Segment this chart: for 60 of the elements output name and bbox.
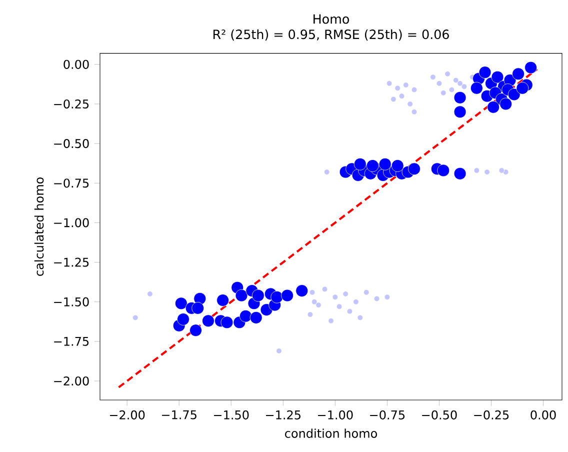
point [342, 291, 348, 297]
point [411, 86, 418, 93]
point [398, 93, 405, 99]
point [498, 168, 505, 174]
point [307, 312, 314, 318]
point [430, 74, 436, 80]
point [436, 80, 442, 86]
point [336, 304, 342, 310]
point [346, 308, 353, 314]
point [309, 289, 316, 296]
y-tick-label: −0.25 [54, 99, 89, 109]
point [364, 289, 370, 296]
y-tick-label: −2.00 [54, 376, 89, 386]
x-tick-label: 0.00 [530, 410, 556, 420]
y-axis-title: calculated homo [34, 177, 44, 276]
point [132, 314, 138, 321]
point [316, 302, 322, 308]
point [311, 298, 318, 305]
x-tick-label: −1.00 [318, 410, 353, 420]
y-tick-label: −0.50 [54, 139, 89, 148]
point [407, 101, 413, 107]
point [384, 294, 390, 300]
y-tick-label: −1.00 [54, 218, 89, 228]
point [374, 296, 380, 302]
x-tick-label: −2.00 [110, 410, 145, 420]
y-tick-label: −1.50 [54, 297, 89, 306]
point [386, 80, 392, 86]
point [324, 169, 330, 175]
chart-title: Homo [314, 14, 349, 24]
point [147, 291, 153, 297]
point [322, 286, 328, 292]
x-tick-label: −1.25 [266, 410, 300, 420]
x-tick-label: −0.25 [474, 410, 509, 420]
y-tick-label: −0.75 [54, 178, 89, 188]
point [457, 80, 463, 86]
y-tick-label: 0.00 [64, 60, 89, 69]
x-tick-label: −0.75 [370, 410, 405, 420]
y-tick-label: −1.75 [54, 336, 89, 346]
point [440, 90, 446, 96]
point [276, 348, 282, 354]
point [448, 86, 455, 93]
point [394, 85, 400, 92]
point [484, 169, 490, 175]
point [353, 298, 359, 305]
x-axis-title: condition homo [285, 428, 377, 438]
y-tick-label: −1.25 [54, 258, 89, 267]
point [444, 71, 450, 77]
point [411, 109, 418, 115]
chart-subtitle: R² (25th) = 0.95, RMSE (25th) = 0.06 [213, 29, 449, 41]
x-tick-label: −1.50 [214, 410, 249, 420]
x-tick-label: −0.50 [422, 410, 457, 420]
point [328, 318, 334, 324]
point [332, 294, 338, 300]
point [357, 314, 363, 321]
point [474, 168, 480, 174]
point [403, 82, 409, 88]
x-tick-label: −1.75 [162, 410, 196, 420]
point [461, 84, 468, 90]
point [453, 77, 459, 84]
point [390, 96, 396, 102]
